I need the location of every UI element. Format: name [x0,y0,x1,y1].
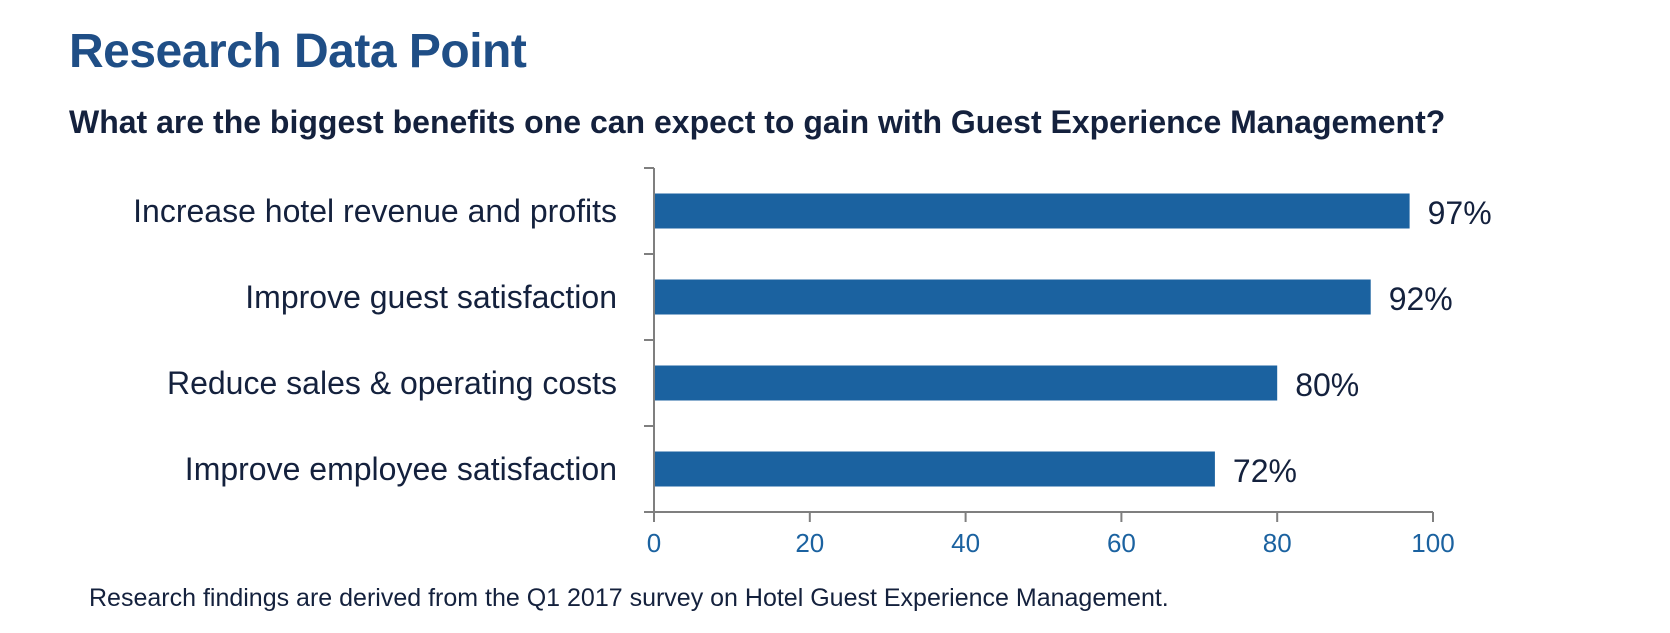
category-label: Improve guest satisfaction [245,279,617,315]
bar [654,451,1215,487]
x-tick-label: 20 [795,528,824,558]
survey-question: What are the biggest benefits one can ex… [69,104,1446,140]
data-label: 97% [1428,195,1492,231]
bar [654,365,1278,401]
category-label: Increase hotel revenue and profits [133,193,617,229]
x-tick-label: 60 [1107,528,1136,558]
data-label: 92% [1389,281,1453,317]
page-title: Research Data Point [69,25,527,78]
footnote: Research findings are derived from the Q… [89,584,1169,612]
x-tick-label: 80 [1263,528,1292,558]
x-tick-label: 40 [951,528,980,558]
category-label: Reduce sales & operating costs [167,365,617,401]
bar [654,279,1371,315]
category-label: Improve employee satisfaction [185,451,617,487]
bar [654,193,1410,229]
data-label: 80% [1295,367,1359,403]
x-tick-label: 0 [647,528,661,558]
data-label: 72% [1233,453,1297,489]
x-tick-label: 100 [1411,528,1454,558]
